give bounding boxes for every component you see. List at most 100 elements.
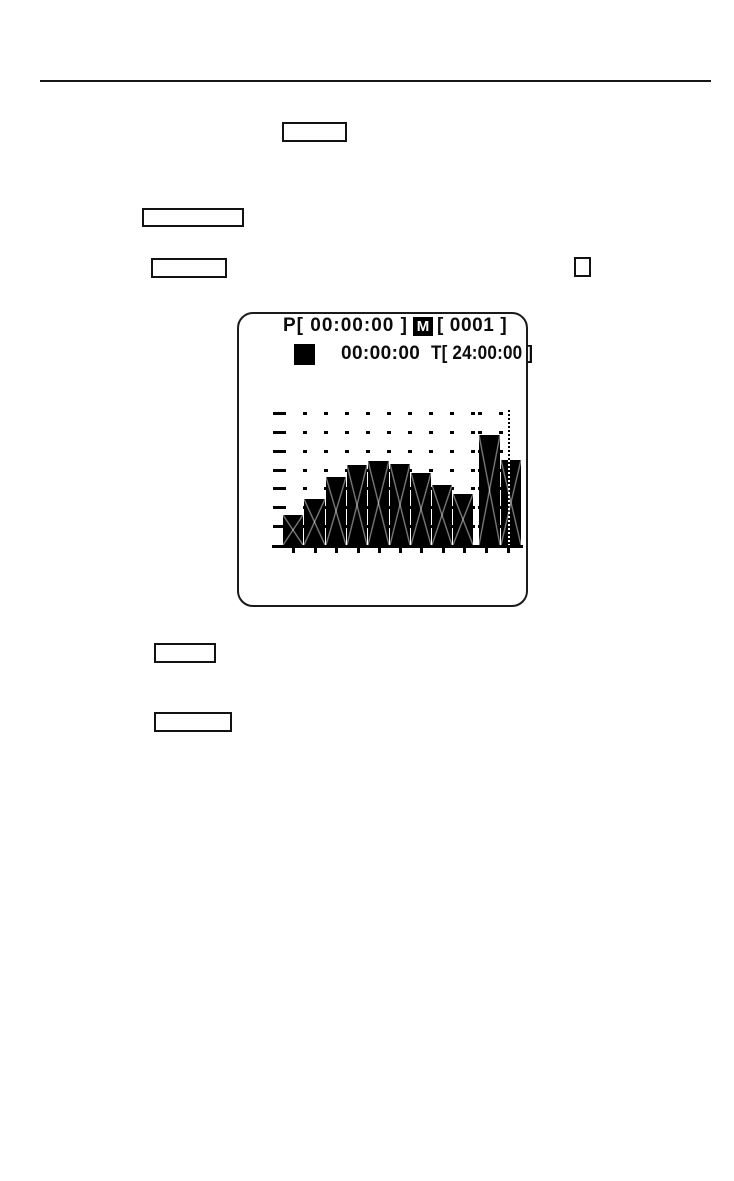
grid-dot: [366, 450, 370, 453]
key-label-box-4: [154, 643, 216, 663]
grid-dot: [303, 412, 307, 415]
grid-dot: [471, 450, 475, 453]
grid-dot: [303, 431, 307, 434]
grid-dot: [429, 450, 433, 453]
grid-dot: [429, 412, 433, 415]
grid-dot: [450, 525, 454, 528]
grid-dot: [282, 450, 286, 453]
x-axis-tick: [442, 548, 445, 553]
grid-dot: [408, 525, 412, 528]
histogram-bar: [347, 465, 367, 545]
grid-dot: [408, 487, 412, 490]
x-axis-tick: [485, 548, 488, 553]
grid-dot: [324, 469, 328, 472]
histogram-bar: [453, 494, 473, 545]
grid-dot: [303, 469, 307, 472]
grid-dot: [450, 450, 454, 453]
grid-dot: [471, 506, 475, 509]
grid-dot: [408, 450, 412, 453]
grid-dot: [387, 450, 391, 453]
grid-dot: [429, 469, 433, 472]
x-axis-tick: [378, 548, 381, 553]
grid-dot: [471, 469, 475, 472]
key-label-box-small: [574, 257, 591, 277]
grid-dot: [366, 412, 370, 415]
y-scale-tick: [273, 525, 282, 528]
grid-dot: [429, 431, 433, 434]
grid-dot: [471, 487, 475, 490]
grid-dot: [324, 431, 328, 434]
grid-dot: [324, 450, 328, 453]
file-counter-value: [ 0001 ]: [437, 315, 508, 336]
histogram-bar: [411, 473, 431, 545]
header-divider: [40, 80, 711, 82]
position-cursor-upper: [508, 410, 510, 460]
grid-dot: [366, 431, 370, 434]
grid-dot: [471, 525, 475, 528]
grid-dot: [408, 506, 412, 509]
grid-dot: [471, 431, 475, 434]
histogram-bar: [479, 435, 500, 545]
y-scale-tick: [273, 506, 282, 509]
memo-mode-letter: M: [416, 318, 430, 335]
x-axis-tick: [292, 548, 295, 553]
x-axis-tick: [507, 548, 510, 553]
grid-dot: [450, 431, 454, 434]
grid-dot: [408, 412, 412, 415]
x-axis-tick: [357, 548, 360, 553]
x-axis: [272, 545, 523, 548]
histogram-bar: [304, 499, 325, 545]
grid-dot: [282, 487, 286, 490]
histogram-bar: [283, 515, 303, 545]
grid-dot: [408, 431, 412, 434]
grid-dot: [450, 487, 454, 490]
lcd-screen: P[ 00:00:00 ] M [ 0001 ] 00:00:00 T[ 24:…: [237, 312, 533, 607]
y-scale-tick: [273, 431, 282, 434]
program-timer-value: P[ 00:00:00 ]: [283, 315, 408, 336]
grid-dot: [450, 506, 454, 509]
y-scale-tick: [273, 487, 282, 490]
grid-dot: [387, 469, 391, 472]
grid-dot: [345, 450, 349, 453]
grid-dot: [408, 469, 412, 472]
stop-square-icon: [294, 344, 315, 365]
grid-dot: [429, 487, 433, 490]
position-cursor-lower: [508, 460, 510, 545]
y-scale-tick: [273, 469, 282, 472]
grid-dot: [429, 525, 433, 528]
grid-dot: [345, 431, 349, 434]
grid-dot: [282, 412, 286, 415]
grid-dot: [282, 469, 286, 472]
elapsed-time-value: 00:00:00: [341, 343, 421, 364]
grid-dot: [303, 487, 307, 490]
grid-dot: [282, 506, 286, 509]
key-label-box-1: [282, 122, 347, 142]
total-time-value: T[ 24:00:00 ]: [431, 343, 534, 364]
y-scale-tick: [273, 450, 282, 453]
grid-dot: [387, 431, 391, 434]
x-axis-tick: [399, 548, 402, 553]
grid-dot: [387, 525, 391, 528]
grid-dot: [387, 412, 391, 415]
grid-dot: [429, 506, 433, 509]
histogram-bar: [368, 461, 389, 545]
grid-dot: [499, 450, 503, 453]
y-scale-tick: [273, 412, 282, 415]
key-label-box-5: [154, 712, 232, 732]
x-axis-tick: [314, 548, 317, 553]
grid-dot: [478, 431, 482, 434]
grid-dot: [387, 506, 391, 509]
histogram-bar: [432, 485, 452, 545]
key-label-box-2: [142, 208, 244, 227]
histogram-bar: [390, 464, 410, 545]
x-axis-tick: [335, 548, 338, 553]
histogram-bar: [326, 477, 346, 545]
x-axis-tick: [463, 548, 466, 553]
key-label-box-3: [151, 258, 227, 278]
memo-mode-indicator: M: [413, 317, 433, 336]
grid-dot: [450, 412, 454, 415]
grid-dot: [450, 469, 454, 472]
x-axis-tick: [420, 548, 423, 553]
grid-dot: [282, 431, 286, 434]
